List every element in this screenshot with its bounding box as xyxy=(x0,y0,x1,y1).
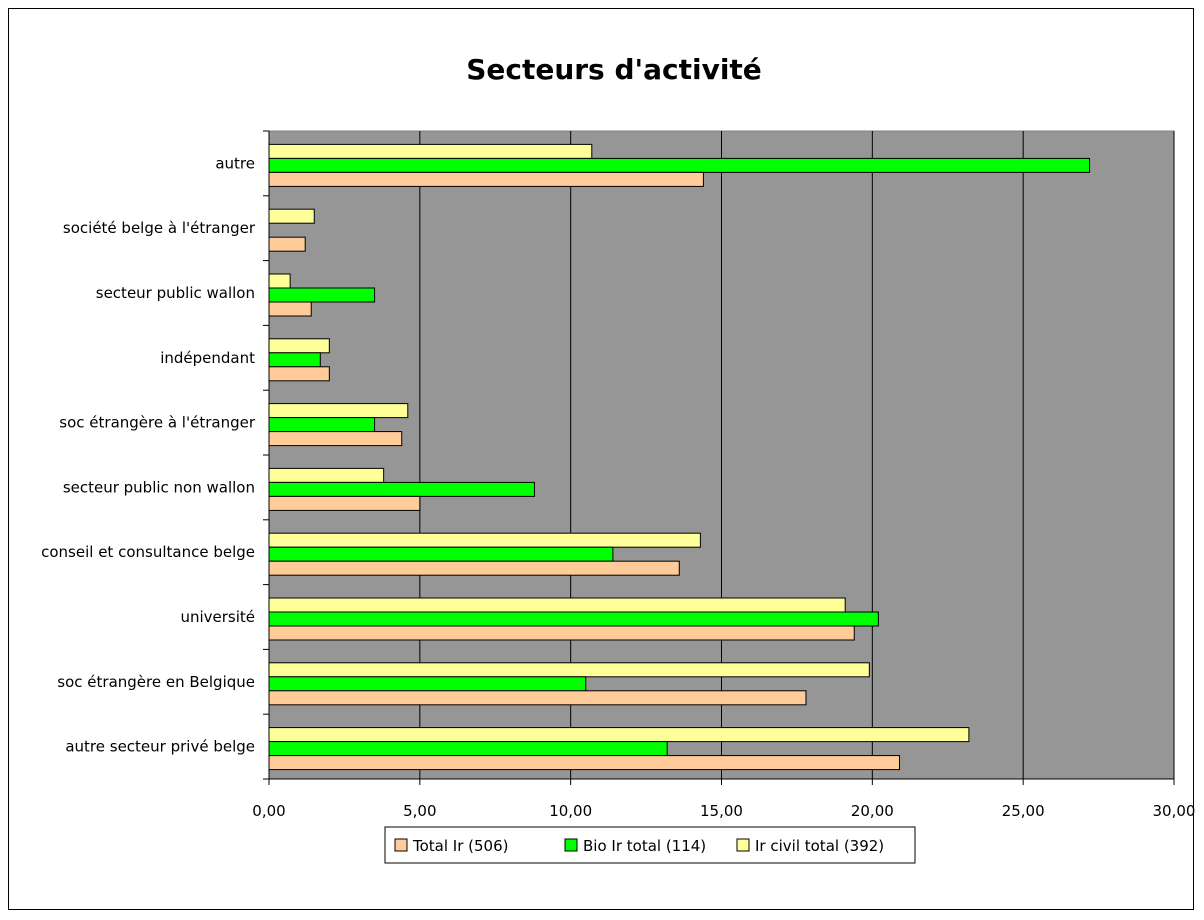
bar xyxy=(268,352,321,368)
bar xyxy=(268,338,330,354)
bar xyxy=(268,611,879,627)
x-tick-label: 30,00 xyxy=(1153,802,1195,820)
bar xyxy=(268,157,1091,173)
legend-box xyxy=(384,826,916,864)
bar xyxy=(268,417,376,433)
bar xyxy=(268,690,807,706)
bar xyxy=(268,467,385,483)
x-tick-label: 5,00 xyxy=(403,802,436,820)
bar xyxy=(268,236,306,252)
bar xyxy=(268,287,376,303)
bar xyxy=(268,532,701,548)
category-label: secteur public wallon xyxy=(96,284,255,302)
category-label: conseil et consultance belge xyxy=(41,543,255,561)
legend-label: Bio Ir total (114) xyxy=(583,837,706,855)
x-tick-label: 0,00 xyxy=(252,802,285,820)
chart-title: Secteurs d'activité xyxy=(466,53,762,86)
bar xyxy=(268,741,668,757)
bar xyxy=(268,597,846,613)
bar xyxy=(268,431,403,447)
category-label: société belge à l'étranger xyxy=(63,219,256,237)
bar xyxy=(268,755,900,771)
category-label: autre xyxy=(215,154,255,172)
category-label: secteur public non wallon xyxy=(63,478,255,496)
bar xyxy=(268,560,680,576)
legend-swatch xyxy=(564,838,578,852)
category-label: indépendant xyxy=(160,349,255,367)
bar xyxy=(268,481,535,497)
legend-label: Ir civil total (392) xyxy=(755,837,884,855)
chart-frame: Secteurs d'activité 0,00 5,00 10,00 15,00 20… xyxy=(8,8,1195,910)
bar xyxy=(268,171,704,187)
bar xyxy=(268,546,614,562)
bar xyxy=(268,495,421,511)
x-tick-label: 10,00 xyxy=(549,802,592,820)
legend: Total Ir (506) Bio Ir total (114) Ir civil… xyxy=(384,826,916,864)
legend-swatch xyxy=(394,838,408,852)
bar xyxy=(268,273,291,289)
bar-chart: Secteurs d'activité 0,00 5,00 10,00 15,00 20… xyxy=(41,53,1195,864)
bar xyxy=(268,143,593,159)
category-label: autre secteur privé belge xyxy=(65,738,255,756)
x-tick-label: 25,00 xyxy=(1002,802,1045,820)
bar xyxy=(268,208,315,224)
category-label: université xyxy=(180,608,255,626)
legend-label: Total Ir (506) xyxy=(412,837,509,855)
category-label: soc étrangère à l'étranger xyxy=(59,414,256,432)
bar xyxy=(268,727,970,743)
bar xyxy=(268,366,330,382)
x-tick-label: 20,00 xyxy=(851,802,894,820)
category-label: soc étrangère en Belgique xyxy=(57,673,255,691)
bar xyxy=(268,662,870,678)
x-tick-label: 15,00 xyxy=(700,802,743,820)
bar xyxy=(268,301,312,317)
bar xyxy=(268,676,587,692)
bar xyxy=(268,403,409,419)
bar xyxy=(268,625,855,641)
legend-swatch xyxy=(736,838,750,852)
